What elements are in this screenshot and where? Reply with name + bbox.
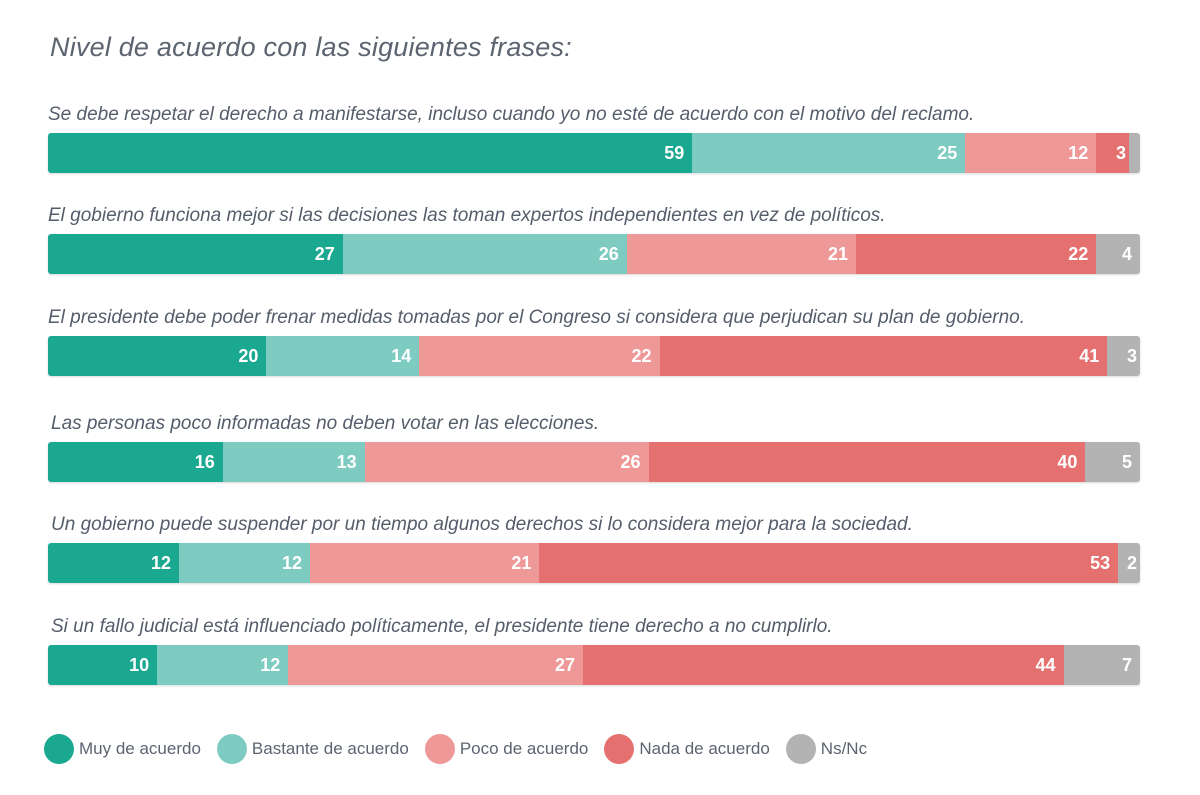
question-label: Se debe respetar el derecho a manifestar… (48, 104, 975, 125)
bar-segment-bastante: 12 (157, 645, 289, 685)
bar-segment-muy: 16 (48, 442, 223, 482)
bar-segment-muy: 10 (48, 645, 158, 685)
bar-segment-poco: 22 (419, 336, 660, 376)
bar-segment-nsnc: 4 (1096, 234, 1140, 274)
stacked-bar: 59 25 12 3 (48, 133, 1140, 173)
question-label: Un gobierno puede suspender por un tiemp… (51, 514, 913, 535)
bar-segment-bastante: 14 (266, 336, 420, 376)
legend-label: Nada de acuerdo (639, 739, 770, 758)
legend-label: Bastante de acuerdo (251, 739, 409, 758)
question-label: Si un fallo judicial está influenciado p… (51, 616, 833, 637)
legend-label: Ns/Nc (820, 739, 868, 758)
legend-label: Muy de acuerdo (79, 739, 201, 758)
bar-segment-poco: 12 (965, 133, 1097, 173)
bar-segment-nada: 22 (856, 234, 1097, 274)
bar-segment-poco: 27 (288, 645, 584, 685)
bar-segment-muy: 12 (48, 543, 180, 583)
bar-segment-nsnc: 7 (1063, 645, 1140, 685)
bar-segment-nada: 3 (1096, 133, 1130, 173)
chart-legend: Muy de acuerdo Bastante de acuerdo Poco … (44, 734, 883, 764)
stacked-bar: 16 13 26 40 5 (48, 442, 1140, 482)
legend-swatch-icon (604, 734, 635, 764)
bar-segment-poco: 26 (364, 442, 649, 482)
bar-segment-nsnc: 3 (1107, 336, 1140, 376)
legend-swatch-icon (44, 734, 74, 764)
legend-label: Poco de acuerdo (459, 739, 589, 758)
legend-swatch-icon (216, 734, 247, 764)
bar-segment-nsnc (1129, 133, 1140, 173)
stacked-bar: 12 12 21 53 2 (48, 543, 1140, 583)
bar-segment-nada: 44 (583, 645, 1064, 685)
bar-segment-muy: 20 (48, 336, 267, 376)
chart-row: El gobierno funciona mejor si las decisi… (48, 204, 1140, 274)
stacked-bar: 10 12 27 44 7 (48, 645, 1140, 685)
question-label: El presidente debe poder frenar medidas … (48, 307, 1026, 328)
chart-row: El presidente debe poder frenar medidas … (48, 306, 1140, 376)
bar-segment-bastante: 12 (179, 543, 311, 583)
chart-row: Un gobierno puede suspender por un tiemp… (48, 513, 1140, 583)
bar-segment-nsnc: 2 (1118, 543, 1140, 583)
legend-item-nsnc: Ns/Nc (785, 734, 868, 764)
chart-row: Se debe respetar el derecho a manifestar… (48, 103, 1140, 173)
stacked-bar: 27 26 21 22 4 (48, 234, 1140, 274)
question-label: Las personas poco informadas no deben vo… (51, 413, 600, 434)
legend-item-nada: Nada de acuerdo (604, 734, 770, 764)
bar-segment-poco: 21 (626, 234, 857, 274)
chart-row: Las personas poco informadas no deben vo… (48, 412, 1140, 482)
bar-segment-bastante: 25 (692, 133, 966, 173)
bar-segment-muy: 27 (48, 234, 343, 274)
bar-segment-nada: 40 (648, 442, 1086, 482)
legend-swatch-icon (424, 734, 455, 764)
legend-swatch-icon (785, 734, 816, 764)
bar-segment-nsnc: 5 (1085, 442, 1140, 482)
legend-item-muy: Muy de acuerdo (44, 734, 201, 764)
bar-segment-poco: 21 (310, 543, 540, 583)
bar-segment-bastante: 26 (342, 234, 627, 274)
question-label: El gobierno funciona mejor si las decisi… (48, 205, 886, 226)
bar-segment-nada: 53 (539, 543, 1119, 583)
bar-segment-nada: 41 (659, 336, 1108, 376)
stacked-bar: 20 14 22 41 3 (48, 336, 1140, 376)
bar-segment-bastante: 13 (222, 442, 365, 482)
chart-row: Si un fallo judicial está influenciado p… (48, 615, 1140, 685)
legend-item-poco: Poco de acuerdo (424, 734, 589, 764)
chart-title: Nivel de acuerdo con las siguientes fras… (50, 32, 572, 62)
legend-item-bastante: Bastante de acuerdo (216, 734, 409, 764)
bar-segment-muy: 59 (48, 133, 693, 173)
